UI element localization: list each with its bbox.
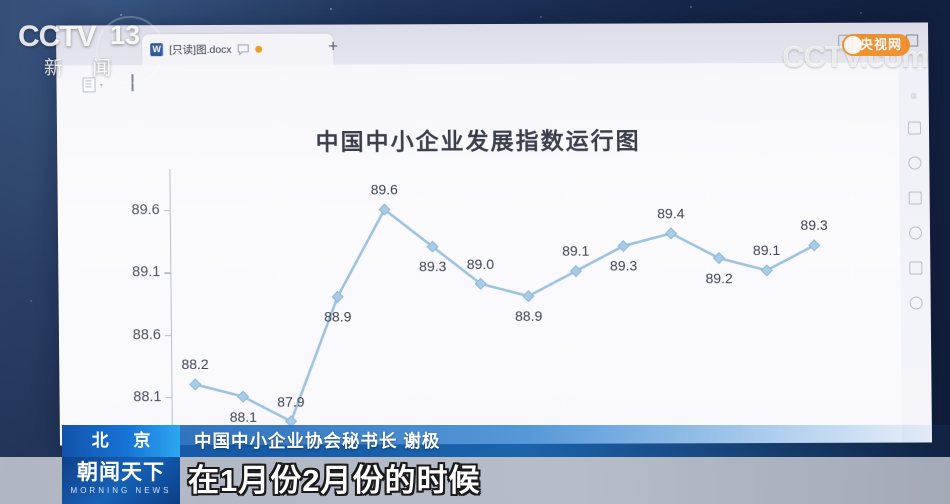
- data-point-label: 88.9: [324, 308, 352, 325]
- data-point-marker: [331, 290, 344, 303]
- lower-third-banner: 北 京 中国中小企业协会秘书长 谢极 朝闻天下 MORNING NEWS 在1月…: [0, 425, 950, 504]
- data-point-label: 88.1: [229, 408, 258, 425]
- rail-tool-icon-4[interactable]: [908, 226, 922, 240]
- cctv-watermark: CCTV.com 央视网: [782, 34, 929, 78]
- window-titlebar: W [只读]图.docx +: [55, 22, 929, 66]
- banner-row-top: 北 京 中国中小企业协会秘书长 谢极: [0, 425, 950, 457]
- data-point-label: 89.0: [466, 255, 495, 272]
- yangshiwang-badge: 央视网: [841, 34, 910, 56]
- rail-tool-icon-6[interactable]: [909, 296, 923, 310]
- data-point-label: 87.9: [277, 393, 305, 410]
- data-point-label: 89.1: [752, 242, 781, 259]
- computer-screen: W [只读]图.docx +: [55, 22, 933, 446]
- data-point-label: 88.9: [514, 308, 543, 325]
- data-point-marker: [569, 264, 583, 278]
- data-point-label: 88.2: [181, 356, 209, 373]
- program-name-en: MORNING NEWS: [70, 486, 172, 495]
- banner-row-bottom: 朝闻天下 MORNING NEWS 在1月份2月份的时候: [0, 457, 950, 504]
- rail-tool-icon-3[interactable]: [908, 191, 922, 205]
- channel-logo: CCTV 13 新 闻: [18, 16, 164, 86]
- rail-tool-icon-1[interactable]: [907, 121, 921, 135]
- data-point-label: 89.3: [800, 217, 828, 234]
- guest-caption: 中国中小企业协会秘书长 谢极: [180, 425, 950, 457]
- data-point-marker: [237, 390, 250, 403]
- data-point-marker: [760, 264, 773, 277]
- rail-label: ▤: [910, 93, 917, 100]
- channel-number: 13: [110, 20, 141, 50]
- subtitle-text: 在1月份2月份的时候: [188, 463, 481, 498]
- side-rail: ▤: [898, 62, 933, 443]
- channel-logo-text: CCTV: [18, 20, 97, 53]
- data-point-label: 89.2: [705, 270, 733, 287]
- data-point-marker: [712, 251, 726, 265]
- data-point-marker: [426, 240, 439, 253]
- data-point-label: 89.3: [609, 257, 638, 275]
- tab-title: [只读]图.docx: [169, 43, 232, 57]
- line-series: [189, 203, 821, 428]
- data-point-label: 89.3: [419, 258, 447, 275]
- chart-title: 中国中小企业发展指数运行图: [315, 127, 641, 155]
- program-badge: 朝闻天下 MORNING NEWS: [62, 457, 180, 504]
- data-point-marker: [474, 277, 487, 290]
- data-point-marker: [617, 239, 630, 253]
- data-point-label: 89.4: [657, 205, 685, 222]
- unsaved-dot-icon: [255, 45, 263, 53]
- channel-name: 新 闻: [44, 58, 124, 79]
- location-badge: 北 京: [62, 425, 180, 457]
- series-line: [194, 208, 815, 423]
- data-point-marker: [808, 239, 821, 252]
- comment-icon[interactable]: [238, 43, 250, 56]
- data-point-marker: [664, 227, 678, 240]
- chart-plot-area: 87.688.188.689.189.6 88.288.187.988.989.…: [113, 167, 846, 446]
- program-name: 朝闻天下: [77, 461, 165, 484]
- data-point-label: 89.1: [562, 242, 590, 260]
- document-tab[interactable]: W [只读]图.docx: [142, 33, 334, 66]
- rail-tool-icon-2[interactable]: [907, 156, 921, 170]
- rail-tool-icon-5[interactable]: [908, 261, 922, 275]
- data-point-marker: [378, 203, 391, 216]
- logo-ring-icon: [96, 16, 164, 84]
- data-point-label: 89.6: [370, 181, 398, 198]
- data-point-marker: [189, 378, 202, 391]
- new-tab-button[interactable]: +: [328, 36, 339, 56]
- document-body: ▾ 中国中小企业发展指数运行图 87.688.188.689.189.6 88.…: [56, 62, 903, 446]
- data-point-marker: [522, 289, 535, 303]
